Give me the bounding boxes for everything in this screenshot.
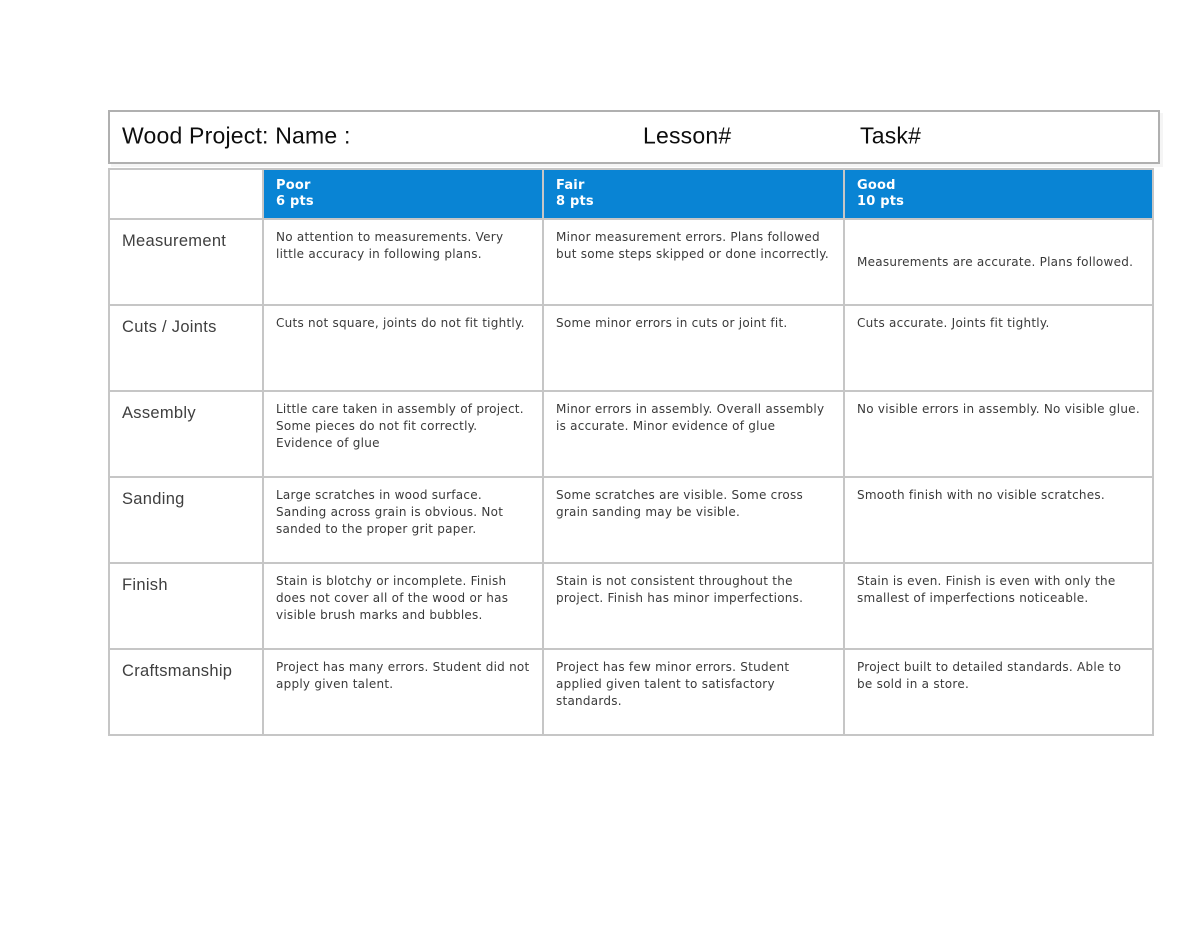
criterion-label: Assembly xyxy=(108,390,264,478)
criterion-label: Sanding xyxy=(108,476,264,564)
page-title: Wood Project: Name : xyxy=(122,122,351,149)
rubric-cell-poor: Cuts not square, joints do not fit tight… xyxy=(262,304,544,392)
rubric-cell-poor: Little care taken in assembly of project… xyxy=(262,390,544,478)
rubric-cell-fair: Minor errors in assembly. Overall assemb… xyxy=(542,390,845,478)
rubric-cell-fair: Some minor errors in cuts or joint fit. xyxy=(542,304,845,392)
column-header-poor: Poor 6 pts xyxy=(262,168,544,220)
column-header-points: 8 pts xyxy=(556,194,594,209)
rubric-cell-fair: Minor measurement errors. Plans followed… xyxy=(542,218,845,306)
column-header-points: 6 pts xyxy=(276,194,314,209)
criterion-label: Finish xyxy=(108,562,264,650)
criterion-label: Craftsmanship xyxy=(108,648,264,736)
rubric-cell-fair: Stain is not consistent throughout the p… xyxy=(542,562,845,650)
lesson-label: Lesson# xyxy=(643,122,732,149)
rubric-cell-poor: No attention to measurements. Very littl… xyxy=(262,218,544,306)
criterion-label: Cuts / Joints xyxy=(108,304,264,392)
rubric-cell-good: Smooth finish with no visible scratches. xyxy=(843,476,1154,564)
rubric-cell-fair: Project has few minor errors. Student ap… xyxy=(542,648,845,736)
rubric-cell-fair: Some scratches are visible. Some cross g… xyxy=(542,476,845,564)
header-row: Poor 6 pts Fair 8 pts Good 10 pts xyxy=(108,168,1154,220)
column-header-label: Poor xyxy=(276,178,311,193)
table-row-sanding: Sanding Large scratches in wood surface.… xyxy=(108,476,1154,564)
column-header-fair: Fair 8 pts xyxy=(542,168,845,220)
rubric-cell-good: No visible errors in assembly. No visibl… xyxy=(843,390,1154,478)
table-row-finish: Finish Stain is blotchy or incomplete. F… xyxy=(108,562,1154,650)
column-header-label: Good xyxy=(857,178,896,193)
criterion-label: Measurement xyxy=(108,218,264,306)
column-header-label: Fair xyxy=(556,178,585,193)
table-row-assembly: Assembly Little care taken in assembly o… xyxy=(108,390,1154,478)
rubric-table: Poor 6 pts Fair 8 pts Good 10 pts Measur… xyxy=(108,168,1154,736)
title-bar: Wood Project: Name : Lesson# Task# xyxy=(108,110,1160,164)
corner-cell xyxy=(108,168,264,220)
column-header-points: 10 pts xyxy=(857,194,905,209)
table-row-cuts-joints: Cuts / Joints Cuts not square, joints do… xyxy=(108,304,1154,392)
column-header-good: Good 10 pts xyxy=(843,168,1154,220)
rubric-cell-good: Measurements are accurate. Plans followe… xyxy=(843,218,1154,306)
rubric-cell-good: Stain is even. Finish is even with only … xyxy=(843,562,1154,650)
rubric-cell-poor: Stain is blotchy or incomplete. Finish d… xyxy=(262,562,544,650)
table-row-craftsmanship: Craftsmanship Project has many errors. S… xyxy=(108,648,1154,736)
table-row-measurement: Measurement No attention to measurements… xyxy=(108,218,1154,306)
rubric-cell-poor: Large scratches in wood surface. Sanding… xyxy=(262,476,544,564)
rubric-cell-poor: Project has many errors. Student did not… xyxy=(262,648,544,736)
task-label: Task# xyxy=(860,122,922,149)
rubric-cell-good: Cuts accurate. Joints fit tightly. xyxy=(843,304,1154,392)
rubric-cell-good: Project built to detailed standards. Abl… xyxy=(843,648,1154,736)
